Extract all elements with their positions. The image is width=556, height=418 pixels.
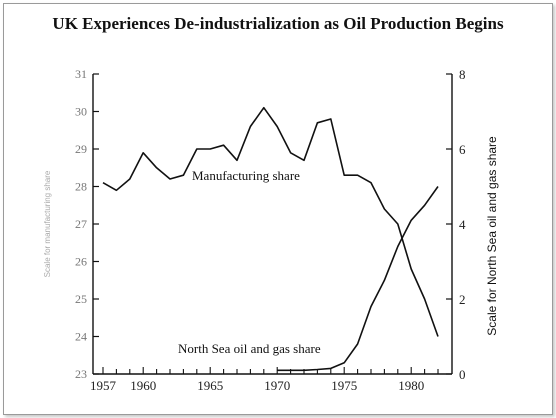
left-tick-label: 23	[75, 367, 87, 381]
x-tick-label: 1957	[90, 378, 117, 393]
x-tick-label: 1965	[197, 378, 223, 393]
north-sea-share-annotation: North Sea oil and gas share	[178, 341, 321, 356]
chart-series-group	[102, 106, 439, 372]
left-tick-label: 29	[75, 142, 87, 156]
manufacturing-share-line	[102, 106, 439, 337]
left-tick-label: 31	[75, 67, 87, 81]
left-tick-label: 26	[75, 255, 87, 269]
right-tick-label: 4	[459, 217, 466, 232]
x-tick-label: 1970	[264, 378, 290, 393]
left-tick-label: 25	[75, 292, 87, 306]
chart-annotations: Manufacturing share North Sea oil and gas…	[178, 168, 321, 356]
x-tick-label: 1980	[398, 378, 424, 393]
figure-frame	[3, 3, 553, 415]
right-axis-label: Scale for North Sea oil and gas share	[485, 136, 499, 336]
right-tick-label: 8	[459, 67, 466, 82]
right-tick-label: 6	[459, 142, 466, 157]
left-tick-label: 24	[75, 330, 87, 344]
manufacturing-share-annotation: Manufacturing share	[192, 168, 300, 183]
right-tick-label: 0	[459, 367, 466, 382]
chart-title: UK Experiences De-industrialization as O…	[52, 14, 504, 33]
north-sea-share-line	[277, 186, 439, 372]
left-axis-label: Scale for manufacturing share	[43, 170, 52, 277]
left-tick-label: 27	[75, 217, 87, 231]
left-tick-label: 28	[75, 180, 87, 194]
right-tick-label: 2	[459, 292, 466, 307]
left-tick-label: 30	[75, 105, 87, 119]
x-tick-label: 1960	[130, 378, 156, 393]
x-tick-label: 1975	[331, 378, 357, 393]
